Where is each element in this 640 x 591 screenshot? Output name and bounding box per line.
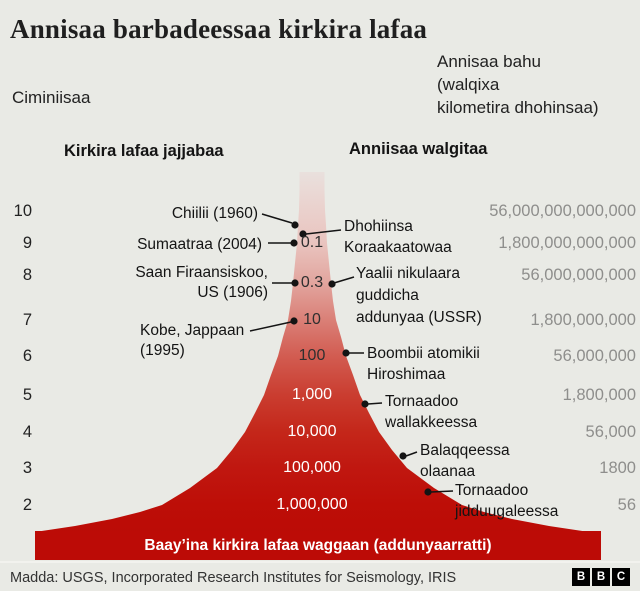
leader-lines [249, 213, 454, 493]
source-credit: Madda: USGS, Incorporated Research Insti… [10, 570, 457, 586]
leader-kobe [249, 321, 292, 332]
right-axis-title-line2: (walqixa [437, 75, 500, 94]
energy-value: 1,800,000,000 [530, 311, 636, 329]
magnitude-label: 2 [22, 496, 32, 514]
event-balaqqeessa-line2: olaanaa [420, 463, 476, 480]
spike-shape [35, 172, 589, 532]
footer-divider [0, 561, 640, 563]
right-column-header: Anniisaa walgitaa [349, 140, 488, 158]
event-saan-firaansiskoo-line1: Saan Firaansiskoo, [135, 264, 268, 281]
event-ussr-line3: addunyaa (USSR) [356, 309, 482, 326]
event-koraakaatowaa-line1: Dhohiinsa [344, 218, 413, 235]
leader-koraakaatowaa [305, 229, 342, 235]
energy-value: 1,800,000 [562, 386, 636, 404]
leader-chiilii [261, 213, 293, 224]
annual-frequency-banner: Baay’ina kirkira lafaa waggaan (addunyaa… [35, 531, 601, 560]
bbc-logo-block-b1: B [572, 568, 590, 586]
event-balaqqeessa: Balaqqeessa olaanaa [420, 440, 510, 482]
dot-koraakaatowaa [299, 230, 307, 238]
left-column-header: Kirkira lafaa jajjabaa [64, 142, 224, 160]
right-axis-title-line3: kilometira dhohinsaa) [437, 98, 599, 117]
event-dots [290, 221, 432, 496]
right-axis-title-line1: Annisaa bahu [437, 52, 541, 71]
frequency-value: 0.3 [300, 274, 324, 291]
event-kobe-line2: (1995) [140, 342, 185, 359]
magnitude-label: 5 [22, 386, 32, 404]
leader-balaqqeessa [405, 451, 418, 457]
event-tornaadoo-wallakkeessa-line2: wallakkeessa [385, 414, 478, 431]
bbc-logo-block-c: C [612, 568, 630, 586]
frequency-value: 10,000 [287, 423, 337, 440]
energy-value: 1,800,000,000,000 [498, 234, 636, 252]
dot-saan-firaansiskoo [291, 279, 299, 287]
energy-value: 1800 [599, 459, 636, 477]
bbc-logo-block-b2: B [592, 568, 610, 586]
dot-sumaatraa [290, 239, 298, 247]
event-tornaadoo-jidduugaleessa-line1: Tornaadoo [455, 482, 529, 499]
magnitude-label: 3 [22, 459, 32, 477]
leader-tornaadoo-wallakkeessa [367, 402, 383, 405]
frequency-value: 1,000 [291, 386, 333, 403]
energy-value: 56,000,000,000,000 [489, 202, 636, 220]
magnitude-label: 10 [13, 202, 32, 220]
bbc-logo: B B C [572, 568, 630, 586]
dot-balaqqeessa [399, 452, 407, 460]
event-kobe-line1: Kobe, Jappaan [140, 322, 245, 339]
magnitude-label: 9 [22, 234, 32, 252]
energy-value: 56,000,000,000 [521, 266, 636, 284]
energy-value: 56,000 [585, 423, 636, 441]
magnitude-label: 6 [22, 347, 32, 365]
event-kobe: Kobe, Jappaan (1995) [140, 321, 244, 361]
frequency-value: 1,000,000 [276, 496, 348, 513]
event-ussr: Yaalii nikulaara guddicha addunyaa (USSR… [356, 263, 482, 329]
energy-value: 56,000,000 [553, 347, 636, 365]
leader-tornaadoo-jidduugaleessa [430, 490, 454, 493]
event-koraakaatowaa: Dhohiinsa Koraakaatowaa [344, 216, 452, 258]
frequency-value: 100 [298, 347, 326, 364]
event-tornaadoo-jidduugaleessa-line2: jidduugaleessa [455, 503, 559, 520]
event-koraakaatowaa-line2: Koraakaatowaa [344, 239, 452, 256]
magnitude-label: 4 [22, 423, 32, 441]
event-tornaadoo-jidduugaleessa: Tornaadoo jidduugaleessa [455, 480, 558, 522]
event-hiroshimaa-line2: Hiroshimaa [367, 366, 446, 383]
dot-tornaadoo-jidduugaleessa [424, 488, 432, 496]
dot-chiilii [291, 221, 299, 229]
event-hiroshimaa-line1: Boombii atomikii [367, 345, 480, 362]
frequency-value: 0.1 [300, 234, 324, 251]
frequency-value: 10 [303, 311, 321, 328]
event-ussr-line2: guddicha [356, 287, 419, 304]
energy-value: 56 [617, 496, 636, 514]
dot-tornaadoo-wallakkeessa [361, 400, 369, 408]
page-title: Annisaa barbadeessaa kirkira lafaa [10, 14, 428, 44]
event-ussr-line1: Yaalii nikulaara [356, 265, 460, 282]
event-tornaadoo-wallakkeessa: Tornaadoo wallakkeessa [385, 391, 477, 433]
event-saan-firaansiskoo: Saan Firaansiskoo, US (1906) [68, 263, 268, 303]
dot-kobe [290, 317, 298, 325]
event-chiilii: Chiilii (1960) [171, 205, 258, 222]
event-tornaadoo-wallakkeessa-line1: Tornaadoo [385, 393, 459, 410]
event-sumaatraa: Sumaatraa (2004) [137, 236, 262, 253]
frequency-value: 100,000 [283, 459, 341, 476]
left-axis-title: Ciminiisaa [12, 88, 91, 107]
magnitude-label: 8 [22, 266, 32, 284]
event-saan-firaansiskoo-line2: US (1906) [197, 284, 268, 301]
event-balaqqeessa-line1: Balaqqeessa [420, 442, 510, 459]
magnitude-label: 7 [22, 311, 32, 329]
dot-ussr [328, 280, 336, 288]
leader-ussr [333, 276, 355, 284]
right-axis-title: Annisaa bahu (walqixa kilometira dhohins… [437, 50, 599, 119]
dot-hiroshimaa [342, 349, 350, 357]
event-hiroshimaa: Boombii atomikii Hiroshimaa [367, 343, 480, 385]
